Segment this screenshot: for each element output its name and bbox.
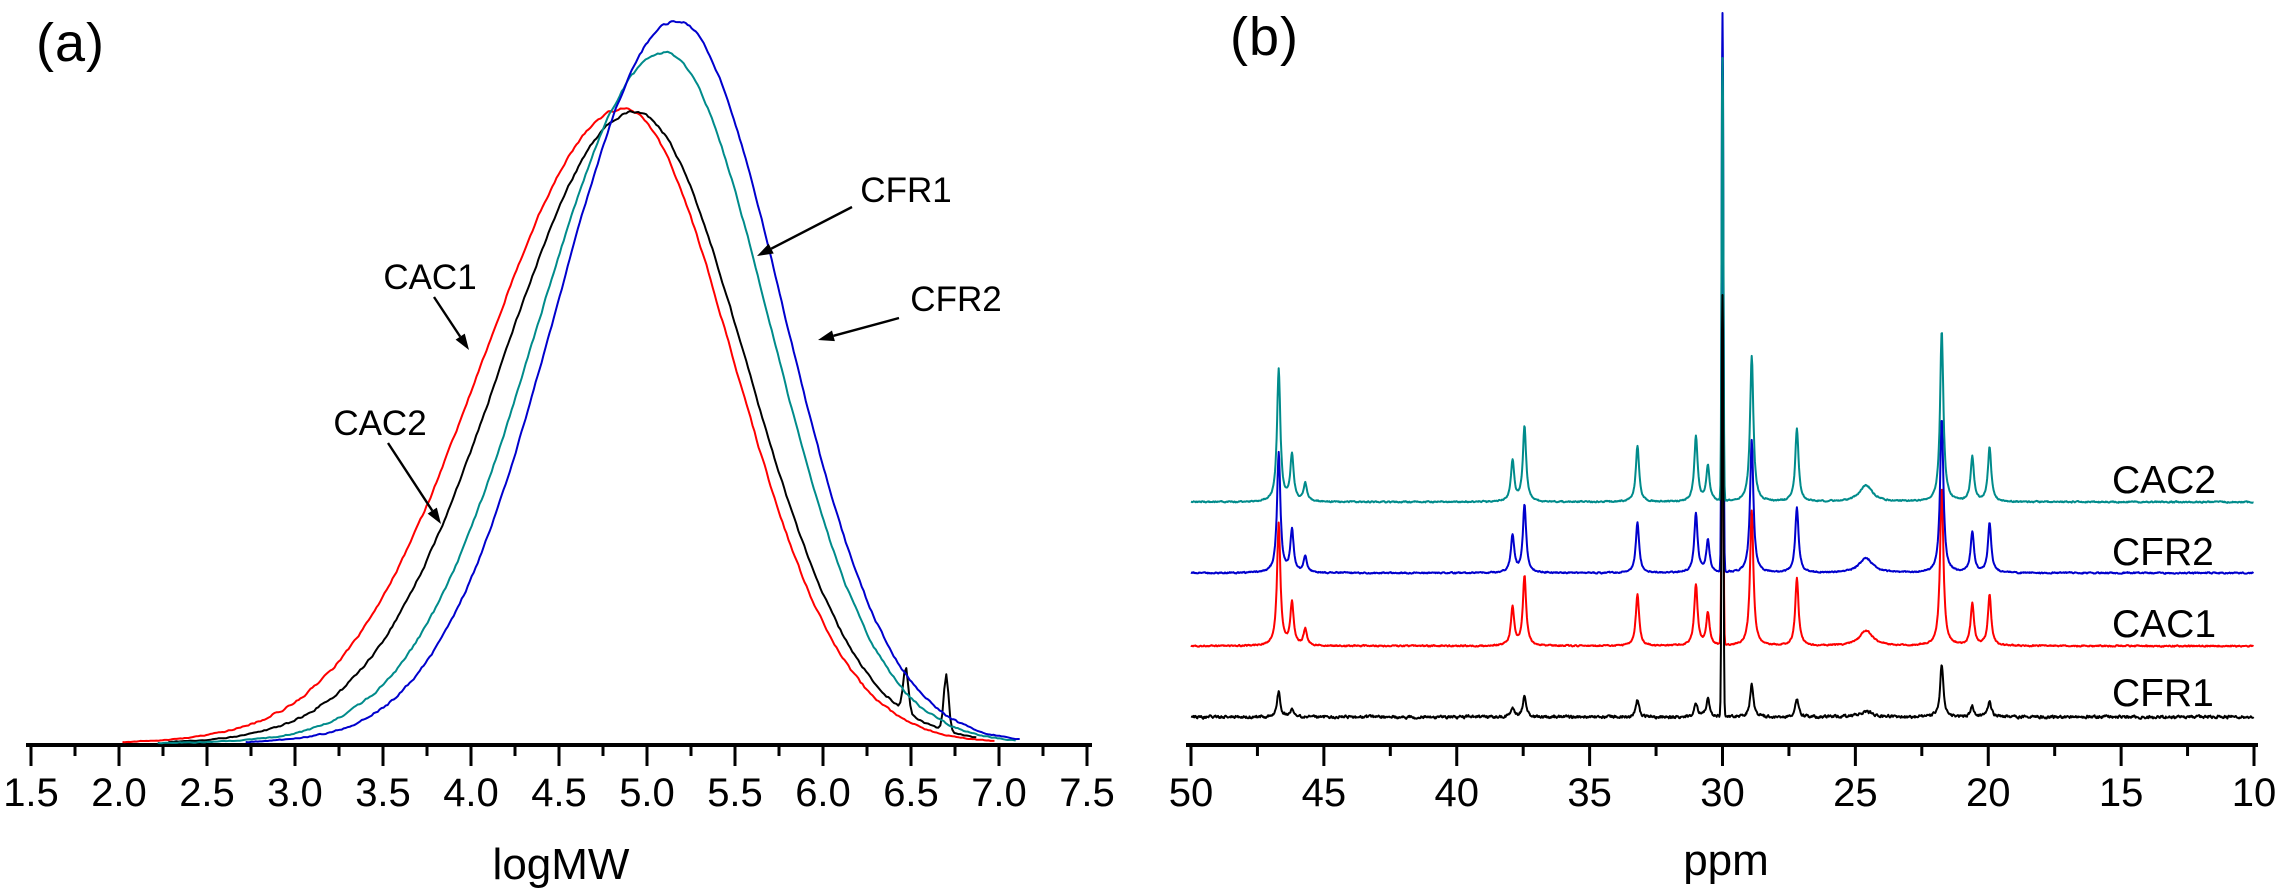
tick-label: 4.5 [531,771,587,815]
nmr-trace-cac2 [1190,57,2254,504]
curve-label-cfr1: CFR1 [860,171,952,210]
gpc-curve-cac2 [157,50,1016,745]
tick-label: 5.5 [707,771,763,815]
annotation-arrow-head [455,333,469,350]
curve-label-cac2: CAC2 [333,404,427,443]
tick-label: 40 [1435,771,1480,815]
tick-label: 20 [1966,771,2011,815]
tick-label: 10 [2232,771,2277,815]
tick-label: 15 [2099,771,2144,815]
tick-label: 6.0 [795,771,851,815]
tick-label: 5.0 [619,771,675,815]
spectrum-label-cac2: CAC2 [2112,459,2217,502]
tick-label: 1.5 [3,771,59,815]
tick-label: 50 [1169,771,1214,815]
panel-b-letter: (b) [1230,7,1299,67]
gpc-curve-cfr2 [245,20,1020,744]
spectrum-label-cfr1: CFR1 [2112,672,2214,715]
tick-label: 35 [1567,771,1612,815]
tick-label: 45 [1302,771,1347,815]
annotation-arrow-line [833,316,900,337]
spectrum-label-cfr2: CFR2 [2112,531,2214,574]
tick-label: 7.5 [1059,771,1115,815]
tick-label: 4.0 [443,771,499,815]
annotation-arrow-head [427,507,441,524]
annotation-arrow-line [386,442,434,512]
tick-label: 6.5 [883,771,939,815]
nmr-trace-cfr2 [1190,12,2255,575]
tick-label: 3.0 [267,771,323,815]
gpc-curve-cac1 [122,107,995,744]
tick-label: 30 [1700,771,1745,815]
curve-label-cac1: CAC1 [383,258,477,297]
annotation-arrow-line [770,205,853,250]
tick-label: 7.0 [971,771,1027,815]
tick-label: 2.5 [179,771,235,815]
tick-label: 25 [1833,771,1878,815]
annotation-arrow-head [757,243,774,256]
gpc-xaxis-title: logMW [492,840,630,889]
gpc-curve-cfr1 [168,110,977,743]
curve-label-cfr2: CFR2 [910,280,1002,319]
spectrum-label-cac1: CAC1 [2112,603,2217,646]
annotation-arrow-line [432,296,462,338]
nmr-trace-cfr1 [1190,294,2255,720]
panel-a-letter: (a) [36,13,105,73]
tick-label: 2.0 [91,771,147,815]
nmr-xaxis-title: ppm [1683,836,1769,885]
tick-label: 3.5 [355,771,411,815]
annotation-arrow-head [818,330,835,342]
